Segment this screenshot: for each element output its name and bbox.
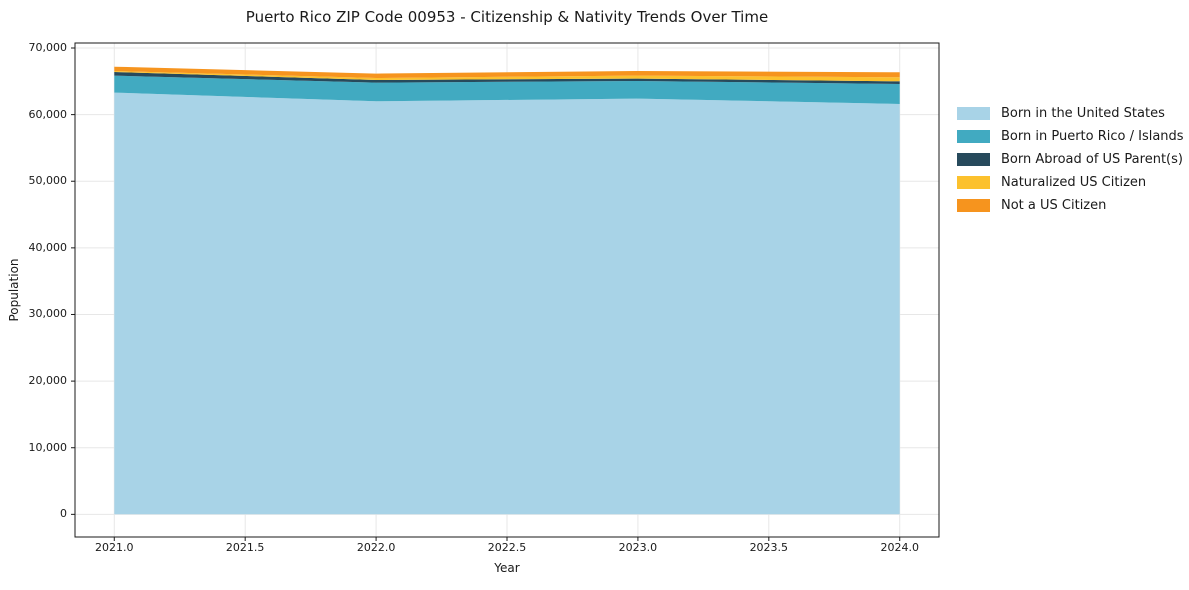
x-tick-label: 2021.5 [225,541,265,554]
legend-item: Born in the United States [957,102,1184,125]
legend-label: Not a US Citizen [1001,198,1107,213]
y-tick-label: 20,000 [28,374,68,388]
legend-label: Naturalized US Citizen [1001,175,1147,190]
y-tick-label: 60,000 [28,107,68,121]
area-naturalized-us-citizen [114,71,900,82]
legend-item: Born in Puerto Rico / Islands [957,125,1184,148]
x-tick-label: 2023.0 [618,541,658,554]
y-tick-label: 0 [60,507,67,521]
y-tick-label: 10,000 [28,440,68,454]
legend-swatch-not-citizen [957,199,990,212]
legend-swatch-naturalized [957,176,990,189]
chart-title: Puerto Rico ZIP Code 00953 - Citizenship… [245,8,769,26]
x-tick-label: 2024.0 [880,541,919,554]
legend-label: Born in Puerto Rico / Islands [1001,129,1184,144]
x-axis-label: Year [494,561,520,575]
y-tick-label: 30,000 [28,307,68,321]
legend-item: Born Abroad of US Parent(s) [957,148,1184,171]
x-tick-label: 2023.5 [749,541,789,554]
y-tick-label: 70,000 [28,40,68,54]
x-tick-label: 2021.0 [95,541,134,554]
legend-item: Not a US Citizen [957,194,1184,217]
area-born-abroad-of-us-parent-s- [114,72,900,84]
legend-label: Born in the United States [1001,106,1165,121]
area-not-a-us-citizen [114,66,900,78]
y-tick-label: 40,000 [28,240,68,254]
legend-swatch-born-in-us [957,107,990,120]
legend-swatch-born-in-pr-islands [957,130,990,143]
legend: Born in the United States Born in Puerto… [957,102,1184,217]
legend-item: Naturalized US Citizen [957,171,1184,194]
legend-swatch-born-abroad [957,153,990,166]
y-tick-label: 50,000 [28,174,68,188]
x-tick-label: 2022.5 [487,541,527,554]
x-tick-label: 2022.0 [356,541,396,554]
legend-label: Born Abroad of US Parent(s) [1001,152,1183,167]
area-born-in-puerto-rico-islands [114,75,900,104]
area-born-in-the-united-states [114,92,900,515]
